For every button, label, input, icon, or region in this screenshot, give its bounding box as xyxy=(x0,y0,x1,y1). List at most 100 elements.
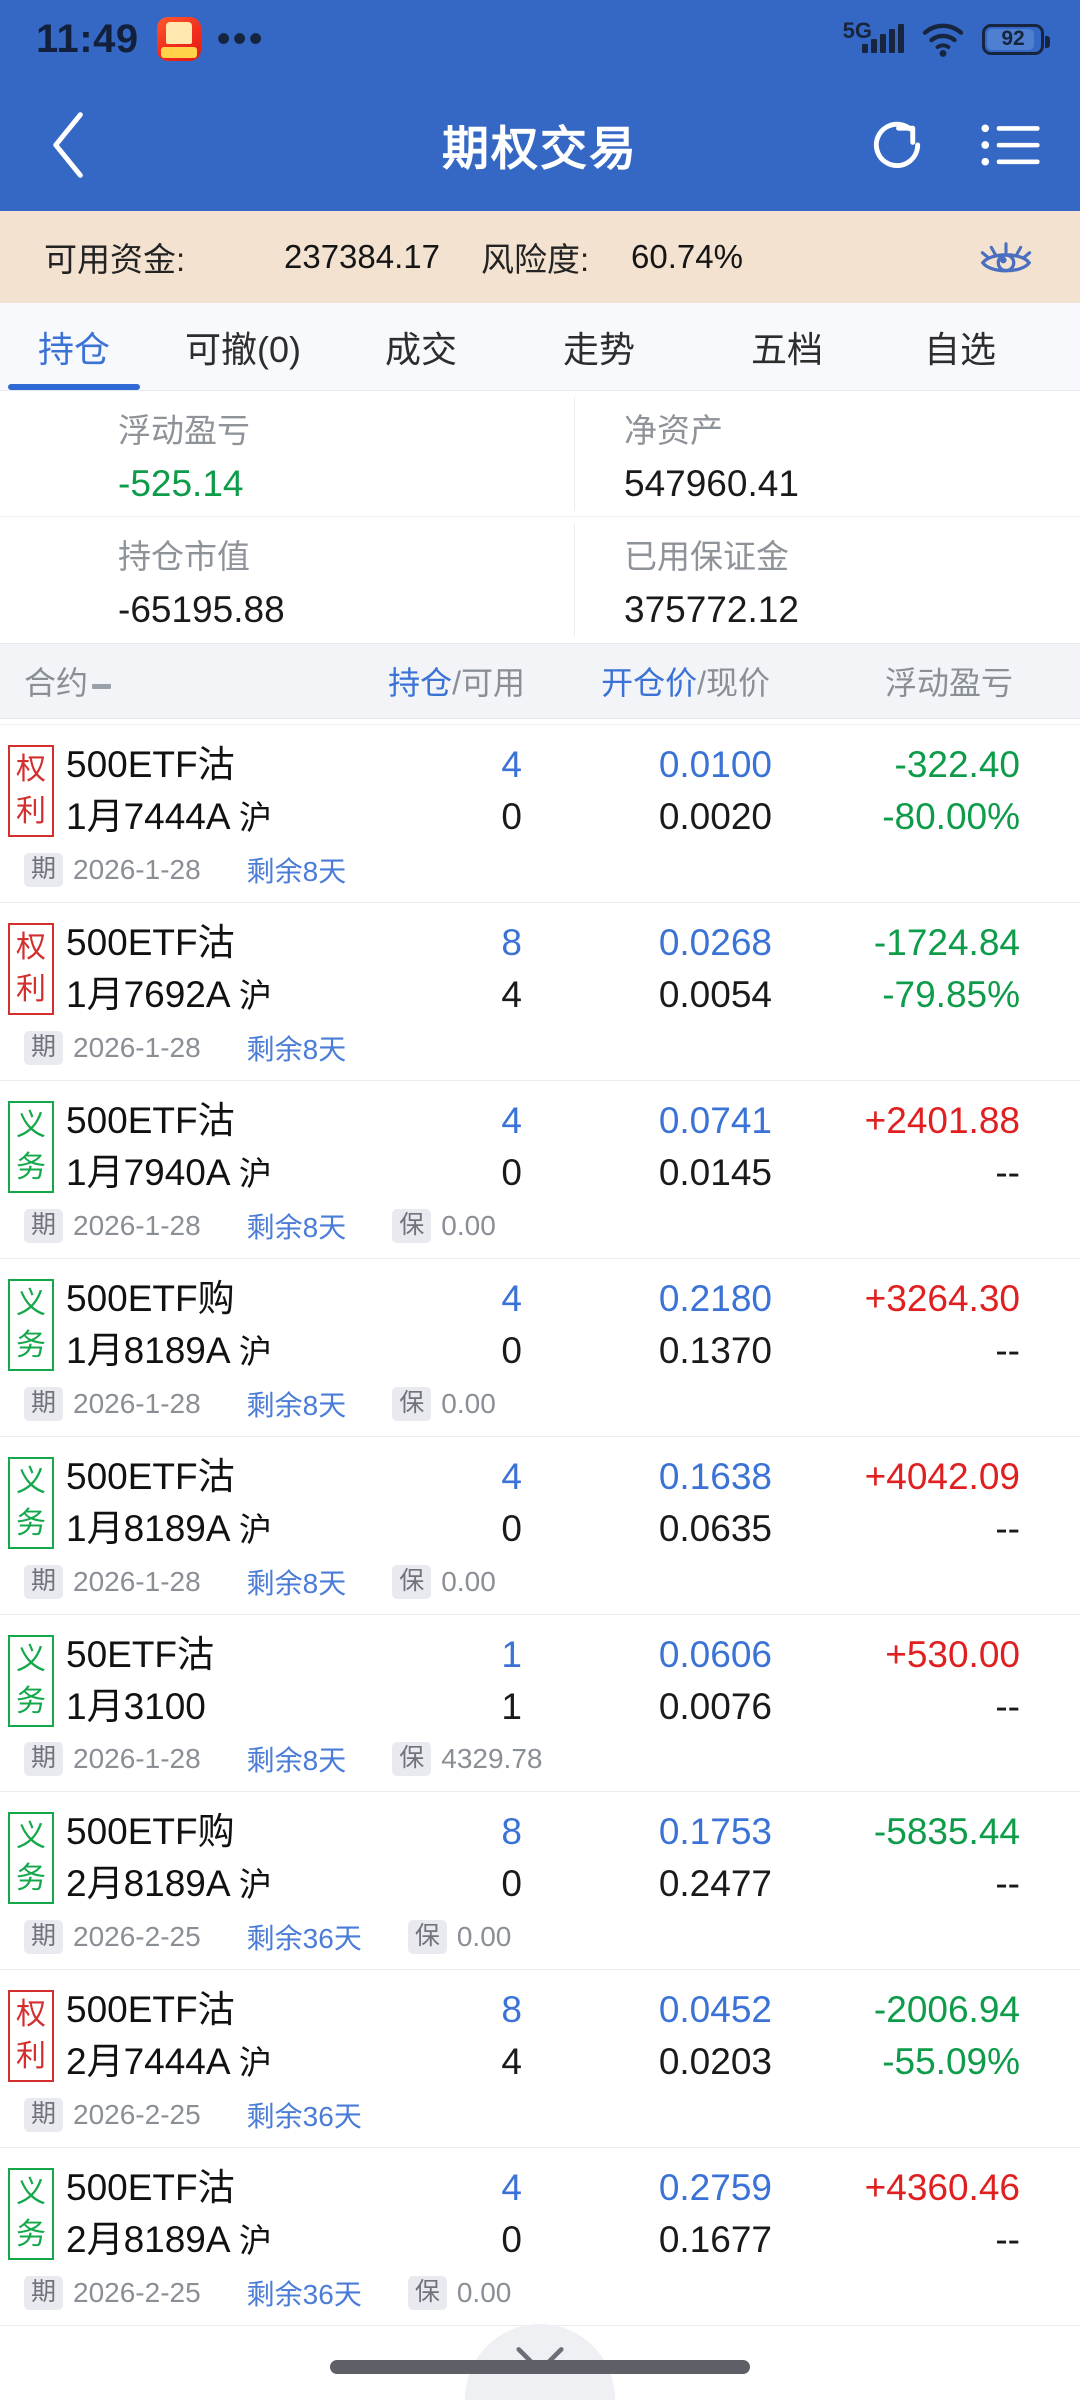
contract-name-line2: 1月7444A 沪 xyxy=(66,796,272,837)
summary-float-pnl-label: 浮动盈亏 xyxy=(118,411,250,449)
position-row[interactable]: 义务 500ETF沽 2月8189A 沪 4 0 0.2759 0.1677 +4360.46… xyxy=(0,2148,1080,2326)
position-row[interactable]: 义务 500ETF购 1月8189A 沪 4 0 0.2180 0.1370 +3264.30… xyxy=(0,1259,1080,1437)
position-row[interactable]: 义务 500ETF沽 1月8189A 沪 4 0 0.1638 0.0635 +4042.09… xyxy=(0,1437,1080,1615)
column-header-price[interactable]: 开仓价/现价 xyxy=(601,665,770,701)
contract-name-line2: 1月7692A 沪 xyxy=(66,974,272,1015)
available-qty: 0 xyxy=(501,2219,522,2260)
contract-name-cell: 500ETF购 xyxy=(62,2340,332,2341)
open-price: 0.0741 xyxy=(658,1100,772,1141)
positions-list[interactable]: 权利 500ETF沽 1月7444A 沪 4 0 0.0100 0.0020 -322.40-… xyxy=(0,719,1080,2341)
summary-net-assets: 净资产 547960.41 xyxy=(574,391,1080,517)
position-row-subinfo: 期 2026-1-28 剩余8天 保 0.00 xyxy=(0,1382,1080,1436)
home-indicator xyxy=(330,2360,750,2374)
badge-char-top: 权 xyxy=(16,931,46,964)
badge-char-bottom: 务 xyxy=(16,1685,46,1718)
tab-trades[interactable]: 成交 xyxy=(384,328,457,370)
column-header-float-pnl[interactable]: 浮动盈亏 xyxy=(884,665,1013,701)
badge-char-top: 权 xyxy=(16,1998,46,2031)
badge-char-bottom: 务 xyxy=(16,1329,46,1362)
float-pnl-amount: +3264.30 xyxy=(864,1278,1020,1319)
available-funds-value: 237384.17 xyxy=(284,238,440,275)
rights-badge: 权利 xyxy=(8,1990,54,2082)
expiry-tag: 期 xyxy=(24,1920,64,1954)
summary-market-value: 持仓市值 -65195.88 xyxy=(0,517,574,643)
contract-name-line1: 500ETF沽 xyxy=(66,744,235,785)
position-row-subinfo: 期 2026-1-28 剩余8天 保 4329.78 xyxy=(0,1737,1080,1791)
position-qty: 4 xyxy=(501,1456,522,1497)
badge-char-bottom: 务 xyxy=(16,1862,46,1895)
more-dots-icon: ••• xyxy=(216,17,265,61)
expiry-date: 2026-2-25 xyxy=(73,2277,201,2308)
position-row-subinfo: 期 2026-1-28 剩余8天 保 0.00 xyxy=(0,1560,1080,1614)
margin-value: 0.00 xyxy=(441,1210,496,1241)
position-row[interactable]: 权利 500ETF沽 2月7444A 沪 8 4 0.0452 0.0203 -2006.94… xyxy=(0,1970,1080,2148)
wifi-icon xyxy=(922,23,964,57)
obligation-badge: 义务 xyxy=(8,1279,54,1371)
position-row[interactable]: 义务 50ETF沽 1月3100 1 1 0.0606 0.0076 +530.00 -- 期 20… xyxy=(0,1615,1080,1792)
badge-char-top: 义 xyxy=(16,1465,46,1498)
contract-name-line2: 2月7444A 沪 xyxy=(66,2041,272,2082)
expiry-date: 2026-1-28 xyxy=(73,1210,201,1241)
menu-button[interactable] xyxy=(976,110,1046,180)
position-qty: 4 xyxy=(501,1100,522,1141)
contract-name-line1: 500ETF购 xyxy=(66,1278,235,1319)
position-row[interactable]: 权利 500ETF沽 1月7692A 沪 8 4 0.0268 0.0054 -1724.84… xyxy=(0,903,1080,1081)
refresh-button[interactable] xyxy=(862,110,932,180)
position-row-subinfo: 期 2026-2-25 剩余36天 xyxy=(0,2093,1080,2147)
open-price: 0.2759 xyxy=(658,2167,772,2208)
price-cell: 0.0606 0.0076 xyxy=(522,1629,772,1733)
status-indicators: 5G 92 xyxy=(843,18,1050,57)
column-header-contract[interactable]: 合约 xyxy=(0,658,330,704)
price-cell: 0.2180 0.1370 xyxy=(522,1273,772,1377)
expiry-tag: 期 xyxy=(24,1031,64,1065)
days-remaining: 剩余8天 xyxy=(246,1568,347,1599)
column-header-position[interactable]: 持仓/可用 xyxy=(388,665,525,701)
float-pnl-amount: +4042.09 xyxy=(864,1456,1020,1497)
position-row[interactable]: 权利 500ETF沽 1月7444A 沪 4 0 0.0100 0.0020 -322.40-… xyxy=(0,725,1080,903)
price-cell: 0.2759 0.1677 xyxy=(522,2162,772,2266)
expiry-tag: 期 xyxy=(24,1209,64,1243)
float-pnl-cell: +2401.88 -- xyxy=(772,1095,1042,1199)
contract-name-line1: 500ETF沽 xyxy=(66,1456,235,1497)
battery-level-label: 92 xyxy=(1001,27,1025,50)
last-price: 0.1370 xyxy=(658,1330,772,1371)
position-row[interactable]: 义务 500ETF购 2月8189A 沪 8 0 0.1753 0.2477 -5835.44… xyxy=(0,1792,1080,1970)
tab-holdings[interactable]: 持仓 xyxy=(0,303,148,390)
price-cell: 0.0100 0.0020 xyxy=(522,739,772,843)
float-pnl-amount: +4360.46 xyxy=(864,2167,1020,2208)
available-funds-label: 可用资金: xyxy=(44,241,186,278)
tab-cancellable[interactable]: 可撤(0) xyxy=(185,328,301,370)
available-qty: 0 xyxy=(501,1863,522,1904)
days-remaining: 剩余8天 xyxy=(246,1212,347,1243)
available-qty: 0 xyxy=(501,1508,522,1549)
summary-market-value-label: 持仓市值 xyxy=(118,537,250,575)
days-remaining: 剩余8天 xyxy=(246,1745,347,1776)
contract-name-line2: 2月8189A 沪 xyxy=(66,2219,272,2260)
badge-char-top: 义 xyxy=(16,2176,46,2209)
summary-float-pnl-value: -525.14 xyxy=(118,462,244,504)
margin-value: 0.00 xyxy=(456,1921,512,1952)
days-remaining: 剩余36天 xyxy=(246,1923,362,1954)
margin-value: 0.00 xyxy=(441,1566,496,1597)
back-button[interactable] xyxy=(34,110,104,180)
positions-table-header: 合约 持仓/可用 开仓价/现价 浮动盈亏 xyxy=(0,643,1080,719)
expiry-tag: 期 xyxy=(24,1742,64,1776)
position-row[interactable]: 义务 500ETF沽 1月7940A 沪 4 0 0.0741 0.0145 +2401.88… xyxy=(0,1081,1080,1259)
tab-five-levels[interactable]: 五档 xyxy=(750,328,823,370)
tab-trend[interactable]: 走势 xyxy=(562,328,635,370)
toggle-visibility-button[interactable] xyxy=(976,227,1036,287)
contract-name-cell: 500ETF沽 1月7692A 沪 xyxy=(62,917,332,1022)
float-pnl-amount: -5835.44 xyxy=(873,1811,1020,1852)
tab-watchlist[interactable]: 自选 xyxy=(923,328,996,370)
float-pnl-cell: +3264.30 -- xyxy=(772,1273,1042,1377)
summary-net-assets-value: 547960.41 xyxy=(624,462,799,504)
contract-name-line1: 500ETF沽 xyxy=(66,1989,235,2030)
available-qty: 0 xyxy=(501,796,522,837)
last-price: 0.2477 xyxy=(658,1863,772,1904)
